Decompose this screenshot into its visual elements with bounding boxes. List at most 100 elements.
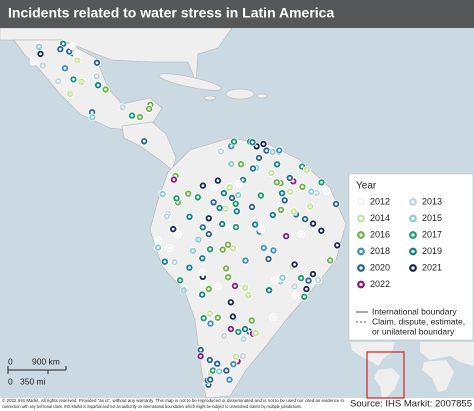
marker-core [200,256,204,260]
marker-core [228,378,231,382]
marker-core [271,315,275,319]
marker-core [217,370,221,373]
marker-core [216,284,219,288]
marker-core [191,249,195,253]
marker-core [271,213,275,217]
marker-core [246,293,250,297]
marker-core [220,222,224,226]
marker-core [224,207,227,210]
marker-core [75,52,78,55]
marker-core [325,189,328,193]
marker-core [302,295,306,299]
marker-core [41,64,45,67]
marker-core [221,248,225,251]
marker-core [208,378,212,381]
marker-core [234,225,238,229]
claim-label: or unilateral boundary [372,326,455,336]
marker-core [334,202,338,206]
marker-core [186,192,190,196]
marker-core [95,61,99,65]
disclaimer: © 2022 IHS Markit. All rights reserved. … [2,398,345,403]
inset-focus-box [366,351,405,399]
inset-map [348,342,474,399]
marker-core [230,196,234,200]
marker-core [288,176,292,180]
marker-core [293,263,296,266]
marker-core [201,184,205,187]
marker-core [199,354,202,358]
marker-core [254,331,258,335]
marker-core [70,44,74,48]
marker-core [147,107,151,111]
scale-zero: 0 [8,376,13,386]
marker-core [199,348,203,352]
legend-label: 2022 [370,279,390,289]
marker-core [253,223,257,226]
marker-core [172,178,176,181]
marker-core [231,315,235,318]
marker-core [265,149,268,152]
marker-core [226,275,230,279]
marker-core [233,284,237,288]
marker-core [218,206,221,210]
marker-core [251,140,254,144]
marker-core [293,285,296,288]
marker-core [411,233,415,237]
marker-core [243,327,247,331]
marker-core [202,282,206,286]
marker-core [229,162,233,166]
marker-core [207,216,211,220]
marker-core [207,232,211,236]
marker-core [182,289,186,292]
marker-core [229,327,233,331]
marker-core [251,167,255,170]
legend-label: 2015 [422,213,442,223]
marker-core [275,162,279,166]
scale-bar [7,366,67,374]
marker-core [72,78,75,81]
marker-core [244,259,247,262]
marker-core [209,322,212,325]
marker-core [308,205,312,208]
claim-label: Claim, dispute, estimate, [372,316,465,326]
marker-core [58,47,62,51]
marker-core [250,205,254,209]
marker-core [80,80,83,84]
inset-north-america [350,342,395,366]
marker-core [273,278,277,282]
marker-core [211,369,215,372]
legend-items: 2012 2013 2014 2015 2016 2017 2018 2019 2020 2021… [356,196,442,290]
marker-core [292,210,296,213]
marker-core [359,200,363,204]
jamaica [203,95,217,101]
cuba [158,73,222,91]
marker-core [305,287,308,291]
marker-core [319,229,323,233]
marker-core [95,74,99,78]
marker-core [284,234,288,238]
marker-core [61,42,65,46]
marker-core [267,257,270,261]
marker-core [239,162,243,166]
marker-core [175,196,178,200]
source: Source: IHS Markit: 2007855 [350,399,472,410]
marker-core [208,247,212,251]
marker-core [231,246,235,250]
marker-core [188,215,191,219]
marker-core [294,294,298,297]
marker-core [275,180,279,184]
marker-core [300,232,303,236]
marker-core [328,259,332,262]
marker-core [229,300,233,304]
marker-core [222,191,226,195]
marker-core [279,208,283,212]
marker-core [411,216,415,221]
marker-core [300,165,304,168]
title: Incidents related to water stress in Lat… [8,5,334,21]
marker-core [270,171,273,175]
marker-core [215,362,219,366]
marker-core [267,288,271,292]
marker-core [288,190,292,194]
marker-core [310,190,313,194]
